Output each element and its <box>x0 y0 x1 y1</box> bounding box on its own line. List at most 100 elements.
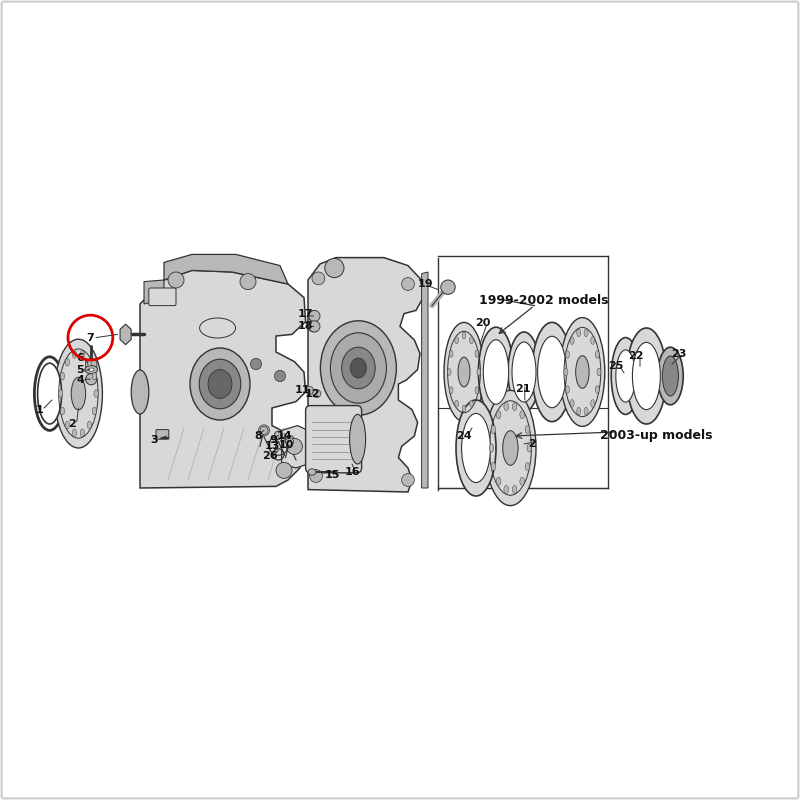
Ellipse shape <box>512 486 517 494</box>
Polygon shape <box>282 426 308 468</box>
Text: 21: 21 <box>514 384 530 394</box>
Ellipse shape <box>491 462 496 470</box>
Text: 11: 11 <box>294 386 310 395</box>
Ellipse shape <box>321 321 397 415</box>
Ellipse shape <box>455 400 458 407</box>
Ellipse shape <box>508 332 540 412</box>
Ellipse shape <box>590 337 594 345</box>
Text: 26: 26 <box>262 451 278 461</box>
Polygon shape <box>308 258 424 492</box>
Ellipse shape <box>199 359 241 409</box>
Text: 19: 19 <box>418 279 434 289</box>
Ellipse shape <box>447 369 451 375</box>
Circle shape <box>441 280 455 294</box>
Ellipse shape <box>577 329 581 337</box>
Circle shape <box>168 272 184 288</box>
Ellipse shape <box>538 336 566 408</box>
Circle shape <box>306 386 314 394</box>
Ellipse shape <box>570 337 574 345</box>
Circle shape <box>250 358 262 370</box>
Polygon shape <box>288 436 306 446</box>
Ellipse shape <box>512 342 536 402</box>
Ellipse shape <box>85 366 98 374</box>
Ellipse shape <box>462 405 466 412</box>
Ellipse shape <box>477 369 481 375</box>
Polygon shape <box>144 280 164 304</box>
Ellipse shape <box>595 350 599 358</box>
Ellipse shape <box>560 318 605 426</box>
Text: 20: 20 <box>474 318 490 328</box>
Circle shape <box>286 438 302 454</box>
Ellipse shape <box>504 402 509 410</box>
Ellipse shape <box>342 347 375 389</box>
Ellipse shape <box>520 410 525 418</box>
Ellipse shape <box>525 426 530 434</box>
Ellipse shape <box>611 338 640 414</box>
Ellipse shape <box>595 386 599 394</box>
Ellipse shape <box>584 329 588 337</box>
Circle shape <box>309 321 320 332</box>
Text: 13: 13 <box>264 442 280 451</box>
Ellipse shape <box>485 390 536 506</box>
Ellipse shape <box>208 370 232 398</box>
Ellipse shape <box>525 462 530 470</box>
Ellipse shape <box>60 407 65 415</box>
Circle shape <box>402 474 414 486</box>
Polygon shape <box>422 272 428 488</box>
Ellipse shape <box>502 430 518 466</box>
Text: 6: 6 <box>76 354 84 363</box>
Ellipse shape <box>87 421 92 429</box>
Polygon shape <box>120 324 131 345</box>
Ellipse shape <box>444 322 484 422</box>
Text: 5: 5 <box>76 366 84 375</box>
FancyBboxPatch shape <box>149 288 176 306</box>
Ellipse shape <box>527 444 531 452</box>
Ellipse shape <box>475 350 478 357</box>
Ellipse shape <box>491 426 496 434</box>
Ellipse shape <box>584 407 588 415</box>
Ellipse shape <box>532 322 572 422</box>
Ellipse shape <box>190 348 250 420</box>
FancyBboxPatch shape <box>156 430 169 439</box>
Ellipse shape <box>633 342 661 410</box>
Text: 2: 2 <box>68 419 76 429</box>
FancyBboxPatch shape <box>306 406 362 473</box>
Ellipse shape <box>450 387 453 394</box>
Circle shape <box>310 470 322 482</box>
Ellipse shape <box>520 478 525 486</box>
Ellipse shape <box>65 358 70 366</box>
Ellipse shape <box>131 370 149 414</box>
Circle shape <box>312 272 325 285</box>
Ellipse shape <box>80 429 85 437</box>
Circle shape <box>286 438 294 446</box>
Text: 22: 22 <box>628 351 644 361</box>
Ellipse shape <box>576 356 589 388</box>
Circle shape <box>274 370 286 382</box>
Ellipse shape <box>350 358 366 378</box>
Ellipse shape <box>71 378 86 410</box>
Ellipse shape <box>65 421 70 429</box>
Circle shape <box>258 425 270 436</box>
Ellipse shape <box>662 356 678 396</box>
Ellipse shape <box>60 372 65 380</box>
Ellipse shape <box>58 390 63 398</box>
Ellipse shape <box>512 402 517 410</box>
Text: 14: 14 <box>276 431 292 441</box>
Circle shape <box>240 274 256 290</box>
Ellipse shape <box>496 410 501 418</box>
Text: 4: 4 <box>76 375 84 385</box>
Circle shape <box>274 431 282 439</box>
Ellipse shape <box>658 347 683 405</box>
Ellipse shape <box>458 357 470 387</box>
Ellipse shape <box>92 372 97 380</box>
Text: 3: 3 <box>150 435 158 445</box>
Ellipse shape <box>330 333 386 403</box>
Text: 1: 1 <box>36 405 44 414</box>
Circle shape <box>325 258 344 278</box>
Text: 15: 15 <box>324 470 340 480</box>
Ellipse shape <box>496 478 501 486</box>
Ellipse shape <box>455 337 458 344</box>
Text: 10: 10 <box>278 440 294 450</box>
Ellipse shape <box>38 363 62 424</box>
Ellipse shape <box>450 350 453 357</box>
